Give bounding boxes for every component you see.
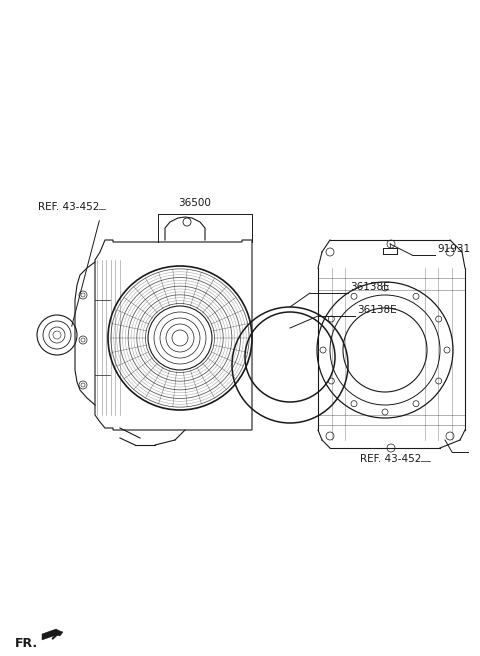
Polygon shape (42, 629, 63, 640)
Circle shape (148, 306, 212, 370)
Text: 36500: 36500 (179, 198, 211, 208)
Text: REF. 43-452: REF. 43-452 (38, 202, 99, 212)
Text: 91931: 91931 (437, 244, 470, 254)
Text: REF. 43-452: REF. 43-452 (360, 454, 421, 464)
Text: 36138E: 36138E (350, 282, 390, 292)
Text: 36138E: 36138E (357, 305, 396, 315)
Text: FR.: FR. (15, 637, 38, 650)
